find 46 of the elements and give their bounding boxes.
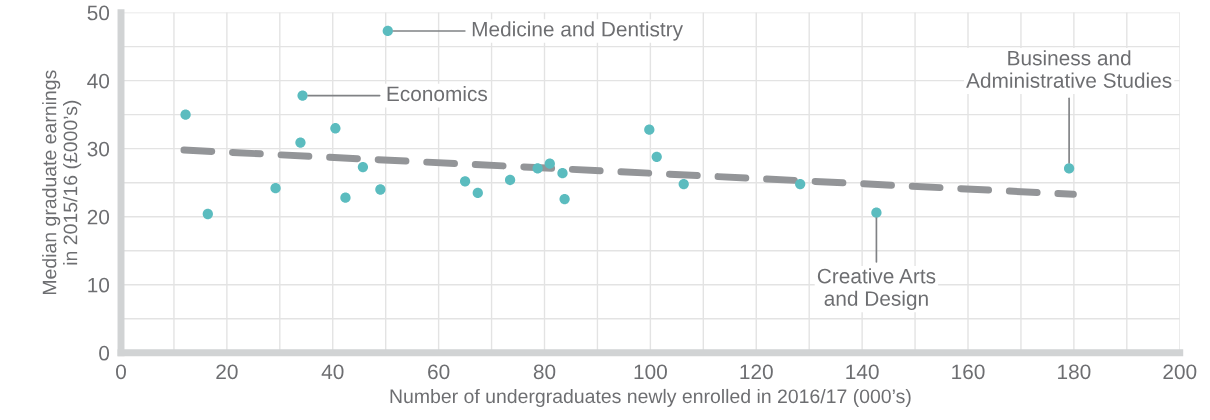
point [180, 109, 191, 120]
point [678, 178, 689, 190]
x-tick-label: 180 [1058, 364, 1091, 380]
point [202, 208, 213, 220]
point [795, 178, 806, 190]
point [532, 163, 543, 174]
point [375, 184, 386, 195]
point [651, 151, 662, 162]
y-tick-label: 50 [87, 5, 110, 21]
point [270, 182, 281, 194]
point [357, 161, 369, 173]
point [1063, 163, 1075, 174]
point [340, 192, 351, 203]
y-tick-label: 10 [88, 277, 110, 293]
y-tick-label: 0 [99, 345, 110, 361]
point [459, 176, 471, 187]
point [557, 168, 568, 179]
x-tick-label: 40 [321, 364, 344, 380]
annotation: Medicine and Dentistry [472, 21, 683, 41]
point [330, 123, 341, 134]
x-tick-label: 60 [428, 364, 450, 380]
x-axis-title: Number of undergraduates newly enrolled in 2016/17 (000’s) [390, 388, 911, 408]
x-tick-label: 140 [846, 364, 879, 380]
point [295, 137, 306, 148]
annotation: Economics [387, 85, 488, 102]
point [871, 207, 882, 218]
x-tick-label: 100 [634, 364, 667, 380]
y-tick-label: 20 [87, 209, 110, 225]
x-tick-label: 160 [952, 364, 985, 380]
x-tick-label: 120 [740, 364, 773, 380]
x-tick-label: 200 [1163, 364, 1197, 380]
point [297, 90, 308, 101]
x-tick-label: 80 [533, 364, 556, 380]
point [504, 174, 516, 186]
point [472, 187, 483, 199]
point [382, 25, 393, 37]
y-axis-title: Median graduate earnings in 2015/16 (£000’s) [42, 70, 82, 295]
point [544, 158, 555, 169]
y-tick-label: 40 [87, 73, 110, 89]
x-tick-label: 0 [116, 364, 126, 380]
annotation: Business and Administrative Studies [966, 50, 1172, 88]
point [559, 193, 570, 205]
y-tick-label: 30 [87, 141, 110, 157]
annotation: Creative Arts and Design [817, 268, 936, 311]
point [644, 124, 655, 135]
x-tick-label: 20 [216, 364, 238, 380]
